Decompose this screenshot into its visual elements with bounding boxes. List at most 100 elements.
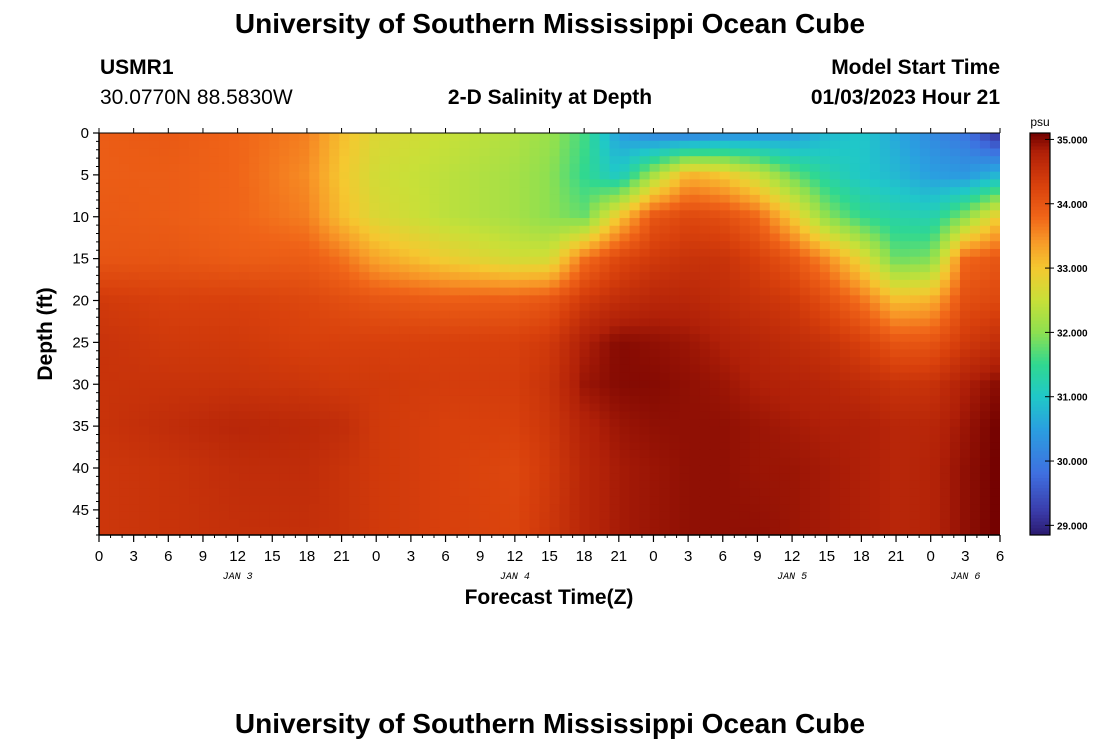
heat-cell (369, 218, 380, 227)
heat-cell (259, 449, 270, 459)
heat-cell (659, 148, 671, 157)
heat-cell (289, 140, 300, 150)
heat-cell (199, 279, 210, 289)
colorbar-swatch (1030, 320, 1050, 325)
heat-cell (679, 202, 691, 211)
heat-cell (799, 473, 811, 482)
heat-cell (549, 248, 561, 258)
heat-cell (859, 364, 871, 374)
heat-cell (319, 473, 330, 482)
heat-cell (979, 442, 991, 451)
heat-cell (249, 357, 260, 366)
heat-cell (699, 480, 711, 490)
heat-cell (429, 148, 440, 157)
heat-cell (809, 349, 821, 358)
heat-cell (759, 480, 771, 490)
heat-cell (699, 442, 711, 451)
colorbar-swatch (1030, 250, 1050, 255)
heat-cell (289, 496, 300, 505)
heat-cell (809, 419, 821, 428)
heat-cell (919, 218, 931, 227)
heat-cell (969, 357, 981, 366)
heat-cell (809, 511, 821, 521)
heat-cell (409, 264, 420, 273)
heat-cell (429, 473, 440, 482)
heat-cell (339, 411, 350, 420)
colorbar-swatch (1030, 200, 1050, 204)
heat-cell (819, 248, 831, 258)
heat-cell (529, 372, 541, 381)
heat-cell (779, 218, 791, 227)
heat-cell (399, 264, 410, 273)
heat-cell (109, 295, 120, 304)
heat-cell (509, 279, 521, 289)
heat-cell (649, 133, 661, 142)
heat-cell (669, 202, 681, 211)
heat-cell (619, 326, 631, 335)
heat-cell (219, 326, 230, 335)
heat-cell (629, 465, 641, 474)
y-tick-label: 25 (72, 334, 89, 351)
heat-cell (99, 403, 110, 412)
heat-cell (349, 504, 360, 513)
heat-cell (649, 357, 661, 366)
heat-cell (299, 449, 310, 459)
heat-cell (709, 388, 721, 397)
heat-cell (479, 225, 491, 235)
heat-cell (239, 248, 250, 258)
heat-cell (959, 318, 971, 327)
heat-cell (709, 449, 721, 459)
heat-cell (709, 148, 721, 157)
heat-cell (549, 194, 561, 204)
heat-cell (99, 233, 110, 242)
heat-cell (769, 388, 781, 397)
heat-cell (769, 465, 781, 474)
heat-cell (919, 310, 931, 320)
heat-cell (149, 457, 160, 467)
heat-cell (649, 457, 661, 467)
heat-cell (639, 403, 651, 412)
heat-cell (229, 279, 240, 289)
heat-cell (979, 496, 991, 505)
heat-cell (299, 511, 310, 521)
colorbar-swatch (1030, 471, 1050, 476)
heat-cell (909, 334, 921, 343)
heat-cell (259, 527, 270, 535)
heat-cell (119, 179, 130, 188)
heat-cell (199, 504, 210, 513)
heat-cell (579, 357, 591, 366)
heat-cell (179, 287, 190, 296)
heat-cell (509, 303, 521, 312)
heat-cell (649, 248, 661, 258)
heat-cell (969, 279, 981, 289)
heat-cell (379, 364, 390, 374)
heat-cell (199, 527, 210, 535)
heat-cell (519, 241, 531, 250)
heat-cell (349, 388, 360, 397)
heat-cell (839, 357, 851, 366)
heat-cell (739, 194, 751, 204)
heat-cell (389, 248, 400, 258)
heat-cell (609, 287, 621, 296)
colorbar-swatch (1030, 337, 1050, 342)
heat-cell (239, 272, 250, 281)
heat-cell (339, 449, 350, 459)
heat-cell (109, 303, 120, 312)
heat-cell (779, 395, 791, 405)
heat-cell (989, 140, 1000, 150)
heat-cell (249, 442, 260, 451)
colorbar-swatch (1030, 303, 1050, 308)
heat-cell (939, 341, 951, 351)
heat-cell (139, 287, 150, 296)
heat-cell (509, 349, 521, 358)
heat-cell (679, 171, 691, 180)
heat-cell (919, 442, 931, 451)
heat-cell (669, 465, 681, 474)
heat-cell (309, 473, 320, 482)
heat-cell (819, 357, 831, 366)
heat-cell (929, 287, 941, 296)
heat-cell (549, 380, 561, 389)
heat-cell (769, 171, 781, 180)
heat-cell (219, 241, 230, 250)
heat-cell (489, 272, 501, 281)
